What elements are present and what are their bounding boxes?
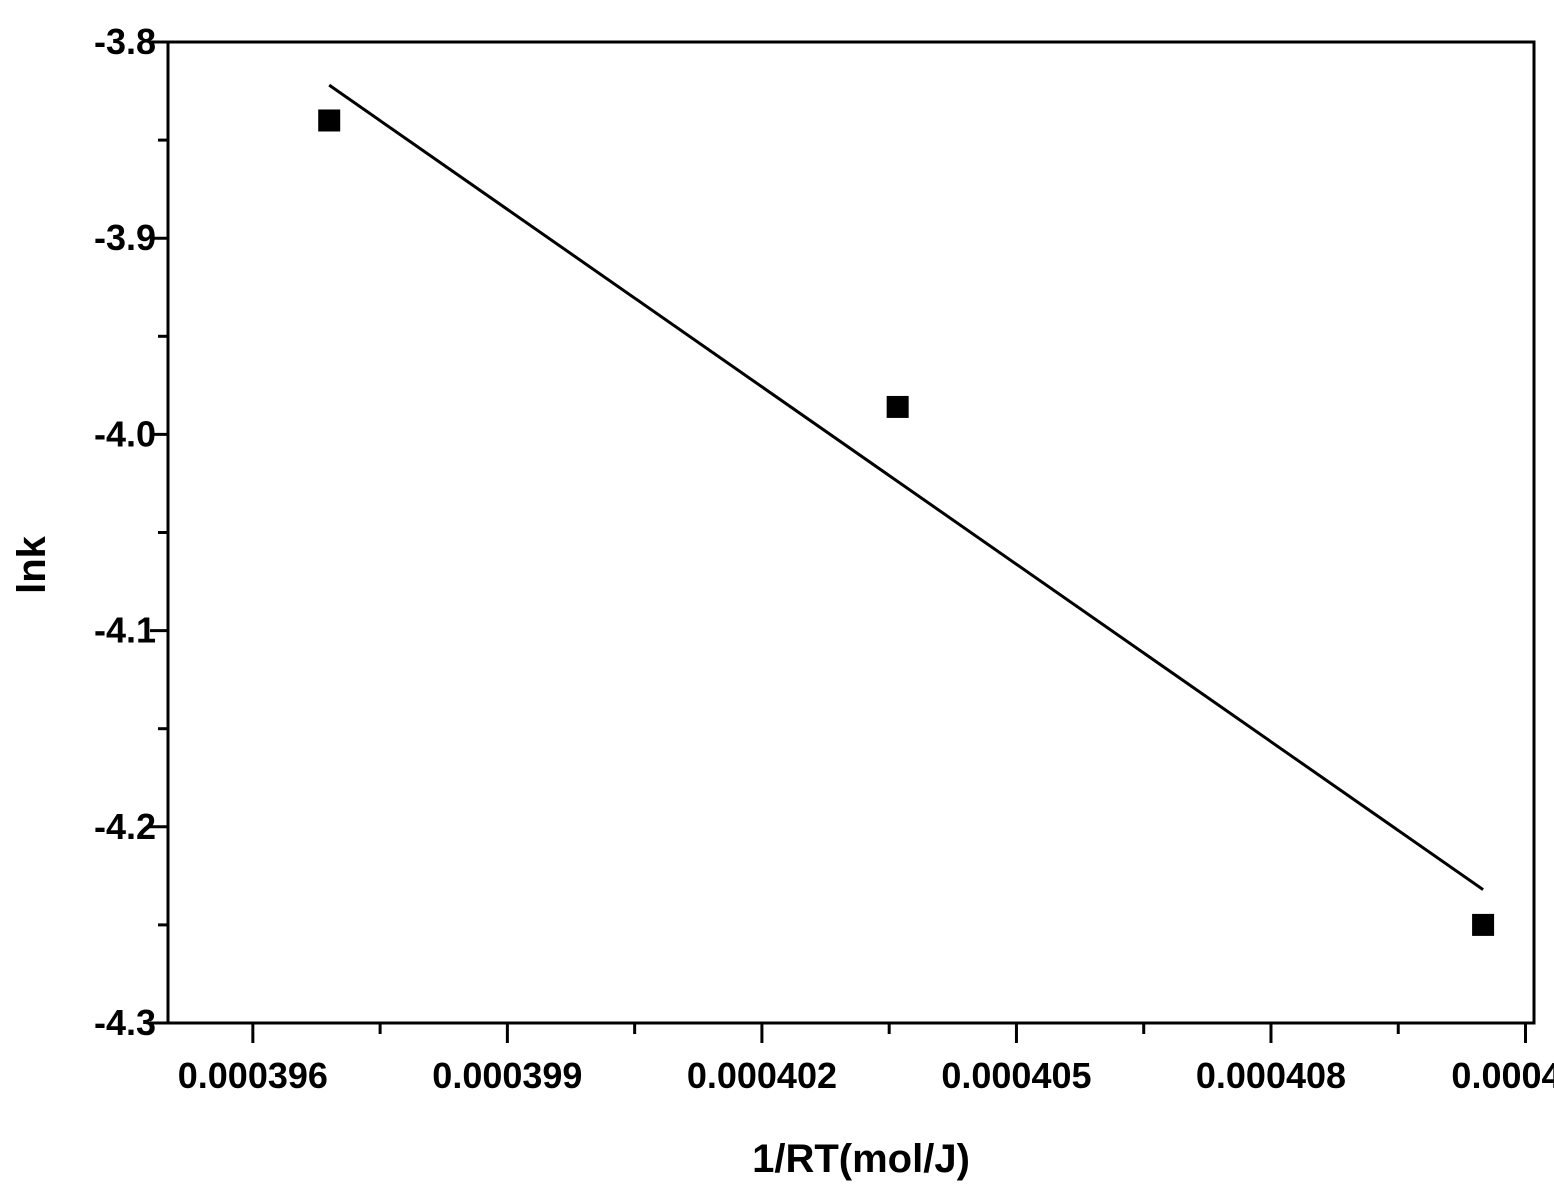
plot-frame — [166, 40, 1536, 1025]
x-tick-label: 0.000411 — [1451, 1055, 1554, 1096]
fit-line-layer — [328, 83, 1484, 891]
x-tick-label: 0.000396 — [178, 1055, 328, 1096]
y-tick-label: -4.1 — [94, 610, 156, 651]
y-tick-label: -3.9 — [94, 217, 156, 258]
x-tick-label: 0.000408 — [1196, 1055, 1346, 1096]
y-axis-title: lnk — [10, 535, 54, 594]
ticks-layer: 0.000396 0.000399 0.000402 0.000405 0.000408… — [94, 21, 1554, 1096]
y-tick-label: -4.0 — [94, 413, 156, 454]
x-tick-label: 0.000402 — [687, 1055, 837, 1096]
x-tick-label: 0.000399 — [432, 1055, 582, 1096]
data-point — [886, 395, 909, 418]
x-axis-title: 1/RT(mol/J) — [752, 1137, 970, 1181]
y-tick-label: -4.3 — [94, 1002, 156, 1043]
data-point — [1472, 913, 1495, 936]
y-tick-label: -4.2 — [94, 806, 156, 847]
points-layer — [318, 109, 1495, 936]
data-point — [318, 109, 341, 132]
fit-line — [328, 83, 1484, 891]
x-tick-label: 0.000405 — [941, 1055, 1091, 1096]
y-tick-label: -3.8 — [94, 21, 156, 62]
